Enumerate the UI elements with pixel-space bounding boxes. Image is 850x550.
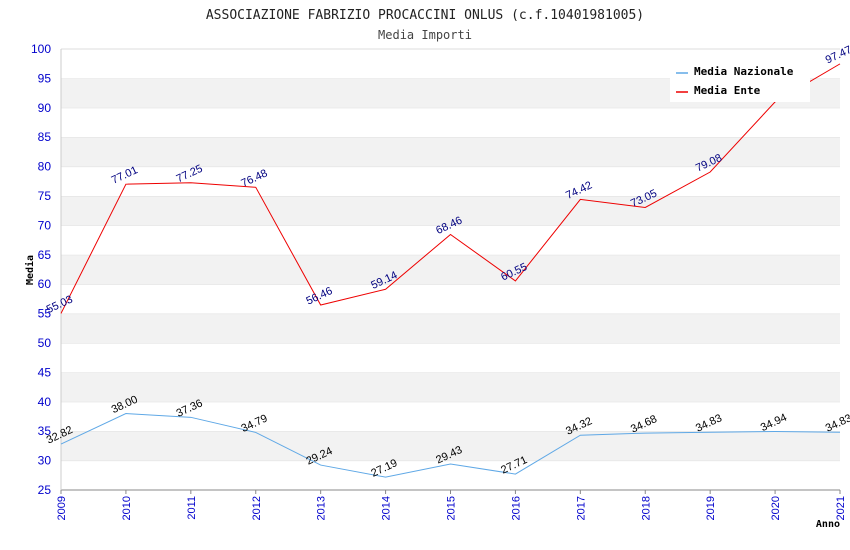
y-tick-label: 45 bbox=[38, 365, 52, 379]
y-tick-label: 55 bbox=[38, 307, 52, 321]
y-tick-label: 70 bbox=[38, 218, 52, 232]
y-tick-label: 50 bbox=[38, 336, 52, 350]
x-tick-label: 2017 bbox=[575, 496, 587, 520]
x-tick-label: 2019 bbox=[705, 496, 717, 520]
grid-band bbox=[61, 137, 840, 167]
y-axis-label: Media bbox=[24, 255, 36, 285]
grid-band bbox=[61, 401, 840, 432]
grid-band bbox=[61, 372, 840, 402]
x-tick-label: 2009 bbox=[56, 496, 68, 520]
y-tick-label: 80 bbox=[38, 160, 52, 174]
grid-band bbox=[61, 107, 840, 138]
x-tick-label: 2014 bbox=[381, 496, 393, 520]
grid-band bbox=[61, 196, 840, 226]
chart-subtitle: Media Importi bbox=[378, 28, 472, 42]
legend: Media Nazionale Media Ente bbox=[670, 60, 810, 102]
y-tick-label: 25 bbox=[38, 483, 52, 497]
legend-label-media-ente: Media Ente bbox=[694, 84, 761, 97]
grid-band bbox=[61, 460, 840, 490]
series-line-media-ente bbox=[60, 63, 841, 314]
grid-band bbox=[61, 225, 840, 255]
series-lines bbox=[60, 63, 841, 478]
y-axis-ticks: 25 30 35 40 45 50 55 60 65 70 75 80 85 90 95 100 bbox=[31, 42, 51, 497]
y-tick-label: 65 bbox=[38, 248, 52, 262]
y-tick-label: 60 bbox=[38, 277, 52, 291]
y-tick-label: 30 bbox=[38, 454, 52, 468]
x-tick-label: 2012 bbox=[251, 496, 263, 520]
x-axis-label: Anno bbox=[816, 519, 840, 530]
y-tick-label: 85 bbox=[38, 130, 52, 144]
x-tick-label: 2010 bbox=[121, 496, 133, 520]
grid-band bbox=[61, 343, 840, 373]
y-tick-label: 35 bbox=[38, 424, 52, 438]
chart-title: ASSOCIAZIONE FABRIZIO PROCACCINI ONLUS (… bbox=[206, 8, 644, 23]
x-tick-label: 2016 bbox=[510, 496, 522, 520]
grid-band bbox=[61, 431, 840, 461]
y-tick-label: 100 bbox=[31, 42, 51, 56]
grid-band bbox=[61, 254, 840, 285]
x-tick-label: 2020 bbox=[770, 496, 782, 520]
y-tick-label: 75 bbox=[38, 189, 52, 203]
x-tick-label: 2011 bbox=[186, 496, 198, 520]
legend-box bbox=[670, 60, 810, 102]
x-tick-label: 2021 bbox=[835, 496, 847, 520]
y-tick-label: 90 bbox=[38, 101, 52, 115]
series-line-media-nazionale bbox=[60, 413, 841, 478]
plot-background-bands bbox=[61, 48, 840, 490]
grid-band bbox=[61, 284, 840, 314]
legend-label-media-nazionale: Media Nazionale bbox=[694, 65, 794, 78]
y-tick-label: 95 bbox=[38, 71, 52, 85]
x-tick-label: 2015 bbox=[446, 496, 458, 520]
x-tick-label: 2018 bbox=[640, 496, 652, 520]
x-axis-ticks: 2009 2010 2011 2012 2013 2014 2015 2016 2017 2018… bbox=[56, 490, 847, 520]
grid-band bbox=[61, 313, 840, 343]
x-tick-label: 2013 bbox=[316, 496, 328, 520]
y-tick-label: 40 bbox=[38, 395, 52, 409]
